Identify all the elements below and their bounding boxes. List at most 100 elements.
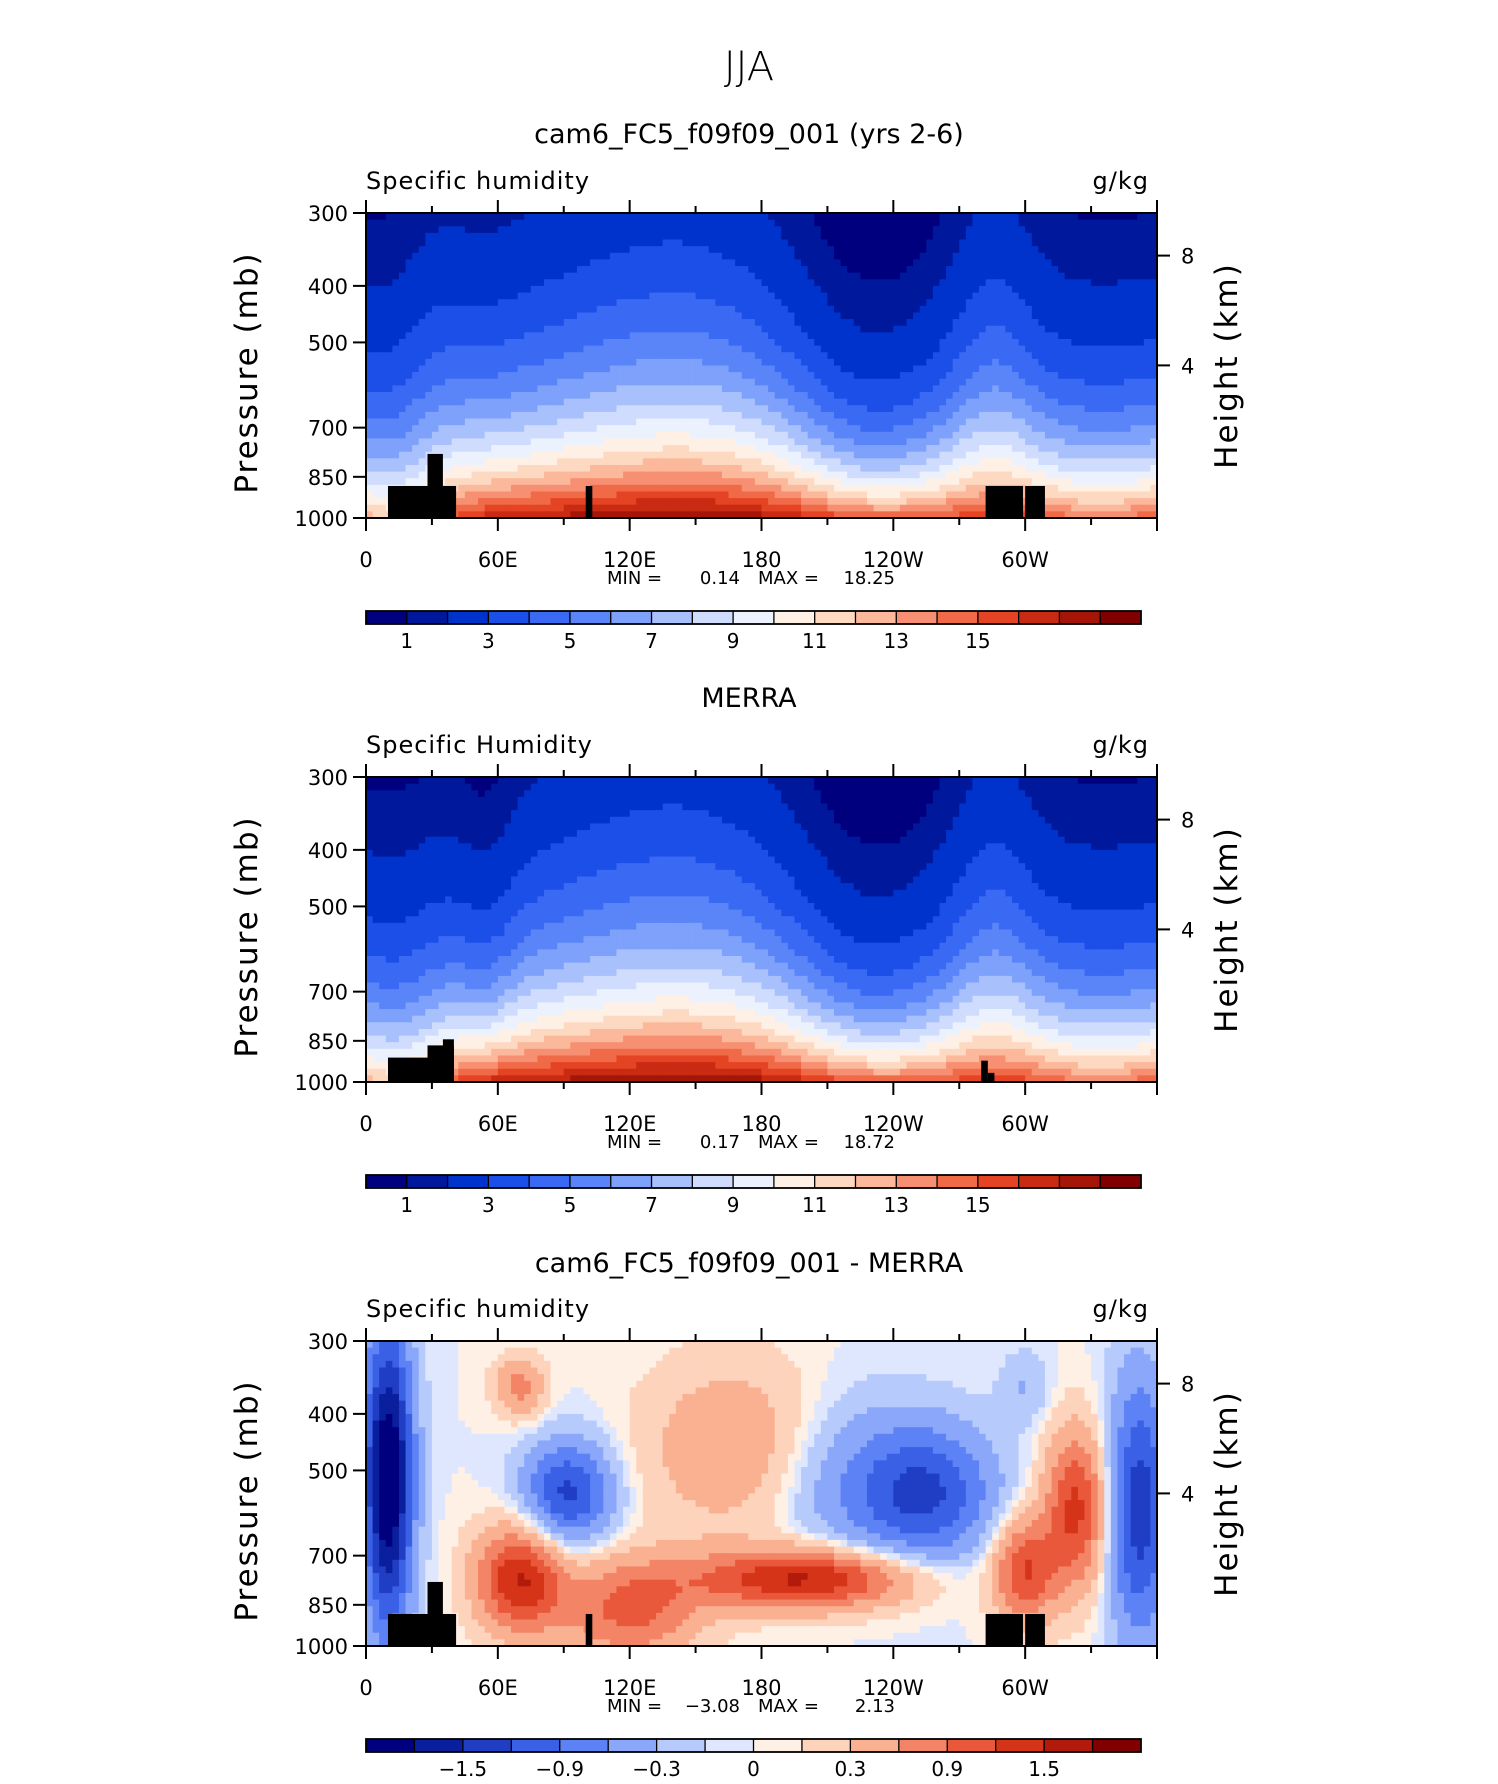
colorbar: −1.5 −0.9 −0.3 0 0.3 0.9 1.5 bbox=[365, 1738, 1142, 1781]
colorbar-swatch bbox=[447, 611, 489, 624]
panel-1: cam6_FC5_f09f09_001 (yrs 2-6) Specific hu… bbox=[229, 119, 1245, 653]
colorbar-swatch bbox=[366, 1739, 415, 1752]
ytick-label: 400 bbox=[308, 839, 348, 863]
colorbar-swatch bbox=[995, 1739, 1045, 1752]
xtick-label: 120W bbox=[863, 1112, 924, 1136]
ytick-label: 500 bbox=[308, 1459, 348, 1483]
colorbar-swatch bbox=[1018, 611, 1060, 624]
colorbar-swatch bbox=[896, 611, 938, 624]
xtick-label: 180 bbox=[741, 1112, 781, 1136]
colorbar-label: 3 bbox=[482, 1193, 495, 1217]
colorbar-label: 9 bbox=[727, 629, 740, 653]
xtick-label: 120E bbox=[603, 1676, 656, 1700]
colorbar-label: 1.5 bbox=[1028, 1757, 1060, 1781]
topography-mask bbox=[387, 453, 1045, 518]
colorbar-swatch bbox=[814, 611, 856, 624]
contour-field bbox=[366, 777, 1158, 1083]
ytick-label: 1000 bbox=[295, 1635, 348, 1659]
colorbar-label: 11 bbox=[802, 629, 827, 653]
y2-axis-title: Height (km) bbox=[1209, 826, 1245, 1033]
colorbar-swatch bbox=[692, 1175, 734, 1188]
panel-title: MERRA bbox=[701, 683, 797, 714]
colorbar-swatch bbox=[406, 611, 448, 624]
colorbar-swatch bbox=[529, 1175, 571, 1188]
colorbar-swatch bbox=[488, 611, 530, 624]
ytick-label: 1000 bbox=[295, 1071, 348, 1095]
colorbar: 1 3 5 7 9 11 13 15 bbox=[365, 1174, 1142, 1217]
xtick-label: 120E bbox=[603, 548, 656, 572]
colorbar-swatch bbox=[1100, 611, 1142, 624]
colorbar-swatch bbox=[947, 1739, 997, 1752]
colorbar-swatch bbox=[814, 1175, 856, 1188]
ytick-label: 300 bbox=[308, 202, 348, 226]
max-label: MAX = bbox=[758, 1696, 819, 1717]
xtick-label: 120W bbox=[863, 1676, 924, 1700]
ytick-label: 850 bbox=[308, 1594, 348, 1618]
colorbar-swatch bbox=[977, 1175, 1020, 1188]
y2-axis-title: Height (km) bbox=[1209, 1390, 1245, 1597]
min-value: −3.08 bbox=[685, 1696, 740, 1717]
topography-mask bbox=[387, 1581, 1045, 1646]
left-label: Specific humidity bbox=[366, 1295, 590, 1323]
ytick-label: 700 bbox=[308, 417, 348, 441]
colorbar-swatch bbox=[651, 611, 693, 624]
colorbar-swatch bbox=[733, 1175, 775, 1188]
right-label: g/kg bbox=[1093, 1295, 1149, 1323]
colorbar-label: 15 bbox=[965, 1193, 990, 1217]
contour-field bbox=[366, 1341, 1158, 1647]
colorbar-swatch bbox=[898, 1739, 948, 1752]
ytick-label: 850 bbox=[308, 466, 348, 490]
colorbar-label: 13 bbox=[884, 1193, 909, 1217]
colorbar-swatch bbox=[753, 1739, 803, 1752]
ytick-label: 700 bbox=[308, 1545, 348, 1569]
colorbar-swatch bbox=[850, 1739, 900, 1752]
y2tick-label: 4 bbox=[1181, 1482, 1194, 1506]
xtick-label: 60E bbox=[478, 1676, 518, 1700]
colorbar-swatch bbox=[937, 1175, 979, 1188]
colorbar-swatch bbox=[733, 611, 775, 624]
colorbar-swatch bbox=[610, 611, 652, 624]
colorbar-swatch bbox=[801, 1739, 851, 1752]
colorbar-swatch bbox=[1044, 1739, 1093, 1752]
colorbar-label: 13 bbox=[884, 629, 909, 653]
colorbar-label: 0.9 bbox=[931, 1757, 963, 1781]
colorbar: 1 3 5 7 9 11 13 15 bbox=[365, 610, 1142, 653]
y2tick-label: 8 bbox=[1181, 1373, 1194, 1397]
colorbar-label: 5 bbox=[564, 629, 577, 653]
min-label: MIN = bbox=[607, 1696, 662, 1717]
colorbar-swatch bbox=[855, 611, 897, 624]
colorbar-label: −0.3 bbox=[632, 1757, 681, 1781]
topography-mask bbox=[387, 1039, 995, 1082]
colorbar-swatch bbox=[773, 611, 816, 624]
colorbar-label: 1 bbox=[400, 629, 413, 653]
xtick-label: 60E bbox=[478, 1112, 518, 1136]
colorbar-swatch bbox=[511, 1739, 561, 1752]
colorbar-swatch bbox=[406, 1175, 448, 1188]
colorbar-swatch bbox=[366, 611, 408, 624]
min-value: 0.17 bbox=[700, 1132, 740, 1153]
ytick-label: 1000 bbox=[295, 507, 348, 531]
ytick-label: 850 bbox=[308, 1030, 348, 1054]
panel-title: cam6_FC5_f09f09_001 (yrs 2-6) bbox=[534, 119, 964, 150]
max-value: 18.25 bbox=[843, 568, 895, 589]
colorbar-swatch bbox=[1100, 1175, 1142, 1188]
y-axis-title: Pressure (mb) bbox=[229, 815, 265, 1057]
xtick-label: 120E bbox=[603, 1112, 656, 1136]
colorbar-label: −0.9 bbox=[535, 1757, 584, 1781]
colorbar-label: 9 bbox=[727, 1193, 740, 1217]
xtick-label: 0 bbox=[359, 1676, 372, 1700]
min-label: MIN = bbox=[607, 1132, 662, 1153]
y2tick-label: 8 bbox=[1181, 809, 1194, 833]
colorbar-swatch bbox=[610, 1175, 652, 1188]
right-label: g/kg bbox=[1093, 167, 1149, 195]
ytick-label: 500 bbox=[308, 331, 348, 355]
ytick-label: 700 bbox=[308, 981, 348, 1005]
colorbar-swatch bbox=[937, 611, 979, 624]
colorbar-label: 0 bbox=[747, 1757, 760, 1781]
colorbar-label: 15 bbox=[965, 629, 990, 653]
max-value: 18.72 bbox=[843, 1132, 895, 1153]
colorbar-swatch bbox=[656, 1739, 706, 1752]
xtick-label: 60W bbox=[1001, 1112, 1049, 1136]
